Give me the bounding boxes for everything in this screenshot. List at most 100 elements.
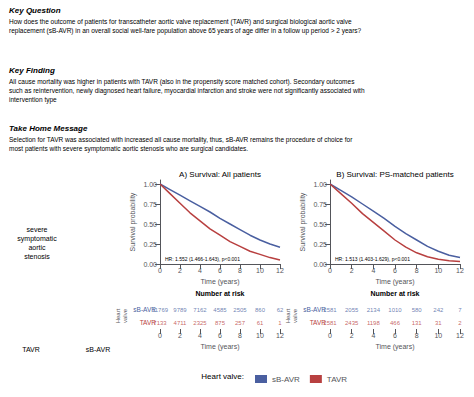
svg-text:10: 10 <box>256 332 264 339</box>
svg-text:severe: severe <box>26 226 47 233</box>
svg-text:4: 4 <box>198 332 202 339</box>
svg-text:TAVR: TAVR <box>22 346 40 353</box>
svg-text:All cause mortality was higher: All cause mortality was higher in patien… <box>9 78 355 86</box>
svg-text:2581: 2581 <box>323 307 337 313</box>
svg-text:B) Survival: PS-matched patien: B) Survival: PS-matched patients <box>336 170 453 179</box>
svg-text:10: 10 <box>434 267 442 274</box>
svg-text:0: 0 <box>158 267 162 274</box>
svg-text:Heart valve:: Heart valve: <box>201 372 244 381</box>
svg-text:Key Finding: Key Finding <box>9 66 55 75</box>
svg-text:6: 6 <box>393 332 397 339</box>
svg-text:257: 257 <box>235 320 246 326</box>
svg-text:stenosis: stenosis <box>24 253 50 260</box>
svg-text:31: 31 <box>435 320 442 326</box>
svg-text:2: 2 <box>178 332 182 339</box>
svg-text:Heart: Heart <box>285 308 291 323</box>
svg-text:8: 8 <box>238 332 242 339</box>
svg-text:0.75: 0.75 <box>313 201 327 208</box>
svg-text:580: 580 <box>412 307 423 313</box>
svg-text:0.50: 0.50 <box>143 221 157 228</box>
svg-text:1.00: 1.00 <box>313 181 327 188</box>
svg-text:875: 875 <box>215 320 226 326</box>
svg-text:0: 0 <box>158 332 162 339</box>
svg-text:2055: 2055 <box>345 307 359 313</box>
svg-text:12: 12 <box>456 332 464 339</box>
svg-text:Key Question: Key Question <box>9 6 61 15</box>
svg-text:0.25: 0.25 <box>143 241 157 248</box>
svg-text:7: 7 <box>458 307 462 313</box>
svg-text:242: 242 <box>433 307 444 313</box>
svg-text:0.75: 0.75 <box>143 201 157 208</box>
svg-text:Survival probability: Survival probability <box>299 192 307 251</box>
svg-text:8: 8 <box>238 267 242 274</box>
svg-text:such as reintervention, newly: such as reintervention, newly diagnosed … <box>9 87 365 95</box>
svg-text:4: 4 <box>371 332 375 339</box>
svg-text:860: 860 <box>255 307 266 313</box>
svg-text:12: 12 <box>276 267 284 274</box>
svg-text:61: 61 <box>257 320 264 326</box>
svg-text:8: 8 <box>415 267 419 274</box>
svg-text:10: 10 <box>256 267 264 274</box>
svg-text:12: 12 <box>456 267 464 274</box>
svg-text:4585: 4585 <box>213 307 227 313</box>
svg-text:Number at risk: Number at risk <box>195 290 244 297</box>
svg-text:valve: valve <box>122 308 128 323</box>
svg-text:0.00: 0.00 <box>313 261 327 268</box>
svg-text:sB-AVR: sB-AVR <box>86 346 110 353</box>
svg-text:6: 6 <box>218 332 222 339</box>
svg-text:2505: 2505 <box>233 307 247 313</box>
svg-text:1198: 1198 <box>367 320 381 326</box>
svg-text:2: 2 <box>350 267 354 274</box>
svg-text:HR: 1.552 (1.466-1.643), p<0.0: HR: 1.552 (1.466-1.643), p<0.001 <box>165 256 240 262</box>
svg-text:2134: 2134 <box>367 307 381 313</box>
svg-text:Time (years): Time (years) <box>375 278 414 286</box>
svg-text:Time (years): Time (years) <box>200 278 239 286</box>
svg-text:aortic: aortic <box>28 244 46 251</box>
svg-text:A) Survival: All patients: A) Survival: All patients <box>179 170 261 179</box>
svg-text:Heart: Heart <box>115 308 121 323</box>
svg-text:2325: 2325 <box>193 320 207 326</box>
svg-text:2581: 2581 <box>323 320 337 326</box>
svg-text:Take Home Message: Take Home Message <box>9 124 88 133</box>
svg-text:6: 6 <box>393 267 397 274</box>
svg-text:intervention type: intervention type <box>9 96 57 104</box>
svg-text:4: 4 <box>371 267 375 274</box>
svg-text:8: 8 <box>415 332 419 339</box>
svg-text:466: 466 <box>390 320 401 326</box>
svg-text:4: 4 <box>198 267 202 274</box>
svg-text:7133: 7133 <box>153 320 167 326</box>
svg-text:Number at risk: Number at risk <box>370 290 419 297</box>
svg-text:2: 2 <box>178 267 182 274</box>
svg-text:1010: 1010 <box>388 307 402 313</box>
svg-text:2: 2 <box>458 320 462 326</box>
svg-text:0.25: 0.25 <box>313 241 327 248</box>
svg-text:Selection for TAVR was associa: Selection for TAVR was associated with i… <box>9 136 353 144</box>
svg-text:Time (years): Time (years) <box>200 343 239 351</box>
svg-text:How does the outcome of patien: How does the outcome of patients for tra… <box>9 18 352 26</box>
svg-text:131: 131 <box>412 320 423 326</box>
svg-text:0.50: 0.50 <box>313 221 327 228</box>
svg-text:2: 2 <box>350 332 354 339</box>
svg-text:7162: 7162 <box>193 307 207 313</box>
svg-text:62: 62 <box>277 307 284 313</box>
svg-text:valve: valve <box>292 308 298 323</box>
svg-text:most patients with severe symp: most patients with severe symptomatic ao… <box>9 145 248 153</box>
svg-text:2435: 2435 <box>345 320 359 326</box>
svg-text:0: 0 <box>328 332 332 339</box>
svg-text:12: 12 <box>276 332 284 339</box>
svg-text:0: 0 <box>328 267 332 274</box>
svg-text:symptomatic: symptomatic <box>17 235 57 243</box>
svg-text:HR: 1.513 (1.403-1.629), p<0.0: HR: 1.513 (1.403-1.629), p<0.001 <box>335 256 410 262</box>
svg-text:0.00: 0.00 <box>143 261 157 268</box>
svg-text:9789: 9789 <box>173 307 187 313</box>
svg-text:1: 1 <box>278 320 282 326</box>
svg-text:TAVR: TAVR <box>327 375 347 384</box>
svg-text:1.00: 1.00 <box>143 181 157 188</box>
svg-text:Time (years): Time (years) <box>375 343 414 351</box>
svg-text:sB-AVR: sB-AVR <box>272 375 300 384</box>
svg-text:Survival probability: Survival probability <box>129 192 137 251</box>
svg-text:6: 6 <box>218 267 222 274</box>
svg-text:10: 10 <box>434 332 442 339</box>
svg-text:4711: 4711 <box>174 320 188 326</box>
svg-text:replacement (sB-AVR) in an ove: replacement (sB-AVR) in an overall socia… <box>9 27 362 35</box>
